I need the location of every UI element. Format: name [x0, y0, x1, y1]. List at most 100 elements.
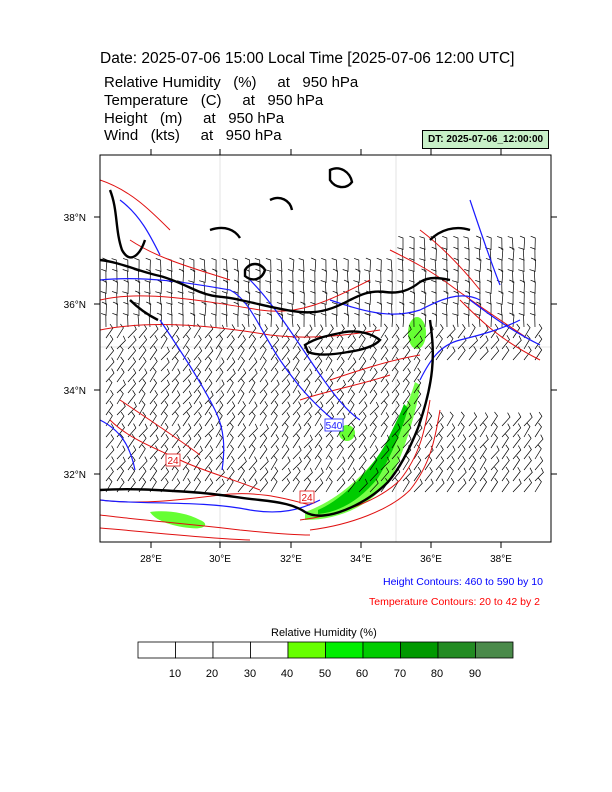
wind-barb [336, 367, 345, 383]
wind-barb [358, 401, 368, 416]
wind-barb [303, 378, 311, 394]
wind-barb [226, 335, 235, 350]
wind-barb [369, 389, 378, 405]
wind-barb [519, 301, 525, 316]
wind-barb [149, 390, 158, 405]
wind-barb [314, 467, 324, 482]
wind-barb [204, 445, 214, 460]
wind-barb [365, 257, 371, 273]
wind-barb [215, 324, 225, 339]
wind-barb [193, 379, 203, 394]
wind-barb [409, 257, 415, 273]
wind-barb [380, 434, 390, 449]
colorbar-label: 60 [355, 668, 369, 680]
wind-barb [299, 290, 305, 306]
wind-barb [314, 433, 323, 449]
wind-barb [182, 334, 190, 350]
wind-barb [237, 401, 246, 416]
wind-barb [424, 434, 433, 449]
wind-barb [457, 456, 466, 471]
wind-barb [413, 356, 421, 372]
colorbar-box [437, 641, 476, 659]
wind-barb [347, 422, 356, 438]
wind-barb [320, 313, 327, 328]
wind-barb [190, 268, 196, 284]
wind-barb [134, 257, 140, 273]
wind-barb [498, 290, 504, 306]
wind-barb [160, 478, 169, 493]
wind-barb [518, 269, 525, 284]
wind-barb [435, 324, 444, 339]
wind-barb [446, 466, 454, 482]
wind-barb [182, 379, 192, 394]
wind-barb [116, 456, 126, 471]
wind-barb [512, 445, 522, 460]
wind-barb [270, 324, 279, 339]
wind-barb [182, 345, 190, 361]
wind-barb [358, 445, 368, 460]
wind-barb [453, 268, 459, 284]
wind-barb [171, 390, 181, 405]
wind-barb [474, 313, 481, 328]
wind-barb [402, 423, 412, 438]
wind-barb [199, 258, 206, 273]
height-contours [100, 199, 541, 513]
wind-barb [255, 290, 261, 306]
wind-barb [237, 478, 247, 493]
wind-barb [289, 257, 295, 273]
wind-barb [391, 367, 399, 383]
wind-barb [171, 411, 179, 427]
wind-barb [270, 367, 279, 383]
wind-barb [292, 356, 300, 372]
wind-barb [508, 257, 514, 272]
wind-barb [177, 302, 184, 317]
wind-barb [281, 444, 290, 460]
wind-barb [314, 324, 324, 339]
wind-barb [226, 368, 236, 383]
wind-barb [376, 312, 382, 328]
wind-barb [402, 335, 412, 350]
field-line-rh: Relative Humidity (%) at 950 hPa [104, 74, 359, 91]
wind-barb [479, 324, 489, 339]
wind-barb [149, 466, 158, 482]
wind-barb [347, 455, 355, 471]
wind-barb [270, 400, 279, 416]
wind-barb [138, 389, 146, 405]
wind-barb [138, 368, 148, 383]
wind-barb [105, 467, 114, 482]
wind-barb [413, 433, 421, 449]
wind-barb [375, 269, 382, 284]
wind-barb [303, 390, 313, 405]
wind-barb [314, 346, 324, 361]
wind-barb [519, 290, 525, 306]
wind-barb [519, 257, 525, 273]
wind-barb [320, 302, 327, 317]
wind-barb [112, 279, 118, 295]
wind-barb [376, 257, 382, 273]
wind-barb [127, 445, 137, 460]
wind-barb [424, 423, 433, 438]
wind-barb [380, 422, 388, 438]
wind-barb [314, 423, 324, 438]
wind-barb [135, 290, 141, 306]
temp-contour-label-west: 24 [167, 456, 179, 467]
wind-barb [501, 466, 510, 482]
wind-barb [369, 445, 379, 460]
wind-barb [303, 346, 312, 361]
wind-barb [144, 280, 151, 295]
wind-barb [160, 379, 170, 394]
wind-barb [507, 269, 514, 284]
wind-barb [248, 401, 258, 416]
wind-barb [270, 434, 279, 449]
wind-barb [336, 379, 346, 394]
wind-barb [292, 433, 301, 449]
wind-barb [358, 323, 367, 339]
wind-barb [402, 378, 410, 394]
wind-barb [358, 456, 367, 471]
wind-barb [193, 335, 202, 350]
wind-barb [155, 291, 162, 306]
wind-barb [343, 257, 349, 273]
wind-barb [237, 466, 245, 482]
wind-barb [105, 334, 114, 350]
wind-barb [509, 279, 515, 295]
